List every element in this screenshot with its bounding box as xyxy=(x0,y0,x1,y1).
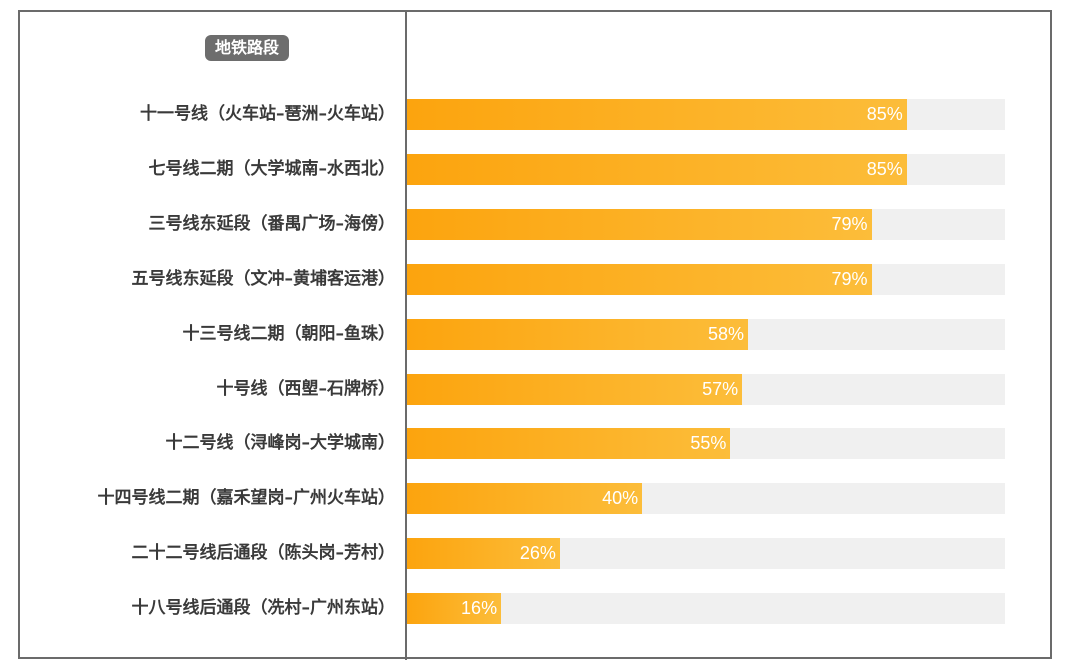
bar: 85% xyxy=(407,99,907,130)
chart-frame xyxy=(18,10,1052,659)
data-label: 40% xyxy=(602,488,639,509)
category-label: 二十二号线后通段（陈头岗–芳村） xyxy=(131,543,396,564)
bar-track: 40% xyxy=(407,483,1005,515)
bar-track: 85% xyxy=(407,153,1005,185)
bar: 40% xyxy=(407,483,643,515)
category-label: 十二号线（浔峰岗–大学城南） xyxy=(165,433,396,454)
data-label: 16% xyxy=(461,598,498,619)
bar-track: 85% xyxy=(407,99,1005,130)
bar: 58% xyxy=(407,318,749,350)
column-header: 地铁路段 xyxy=(205,35,290,61)
category-label: 十八号线后通段（冼村–广州东站） xyxy=(131,598,396,619)
bar: 79% xyxy=(407,263,872,295)
data-label: 79% xyxy=(831,268,868,289)
column-divider xyxy=(405,10,407,660)
category-label: 十四号线二期（嘉禾望岗–广州火车站） xyxy=(97,488,396,509)
category-label: 七号线二期（大学城南–水西北） xyxy=(148,158,396,179)
data-label: 55% xyxy=(690,433,727,454)
category-label: 五号线东延段（文冲–黄埔客运港） xyxy=(131,268,396,289)
data-label: 26% xyxy=(519,543,556,564)
bar: 79% xyxy=(407,208,872,240)
data-label: 85% xyxy=(866,158,903,179)
data-label: 85% xyxy=(866,104,903,124)
bar: 16% xyxy=(407,593,502,625)
data-label: 79% xyxy=(831,213,868,234)
category-label: 十一号线（火车站–琶洲–火车站） xyxy=(140,104,395,124)
category-label: 三号线东延段（番禺广场–海傍） xyxy=(148,213,396,234)
bar-track: 79% xyxy=(407,263,1005,295)
data-label: 57% xyxy=(702,378,739,399)
bar-track: 79% xyxy=(407,208,1005,240)
category-label: 十三号线二期（朝阳–鱼珠） xyxy=(182,323,396,344)
bar: 26% xyxy=(407,538,560,570)
bar-track: 16% xyxy=(407,593,1005,625)
category-label: 十号线（西塱–石牌桥） xyxy=(216,378,396,399)
data-label: 58% xyxy=(708,323,745,344)
bar: 57% xyxy=(407,373,743,405)
bar: 55% xyxy=(407,428,731,460)
bar: 85% xyxy=(407,153,907,185)
bar-track: 55% xyxy=(407,428,1005,460)
bar-track: 58% xyxy=(407,318,1005,350)
bar-track: 26% xyxy=(407,538,1005,570)
bar-track: 57% xyxy=(407,373,1005,405)
